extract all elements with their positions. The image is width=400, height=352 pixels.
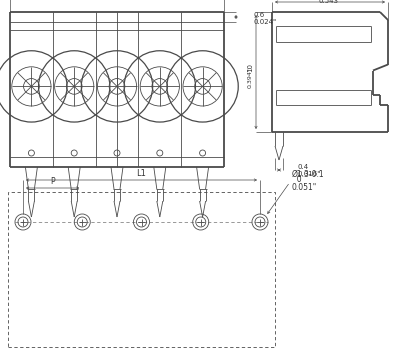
Text: 0.543": 0.543": [318, 0, 342, 4]
Text: 0.051": 0.051": [292, 182, 317, 191]
Text: 0.6: 0.6: [254, 12, 265, 18]
Polygon shape: [197, 167, 209, 189]
Text: 0.394": 0.394": [248, 68, 253, 88]
Text: L1: L1: [136, 170, 146, 178]
Text: 0.016": 0.016": [297, 171, 320, 177]
Polygon shape: [26, 167, 38, 189]
Polygon shape: [111, 167, 123, 189]
Bar: [8, 192, 275, 347]
Text: Ø1.3-0.1: Ø1.3-0.1: [292, 170, 325, 178]
Text: 0.024": 0.024": [254, 19, 277, 25]
Polygon shape: [68, 167, 80, 189]
Polygon shape: [154, 167, 166, 189]
Text: 10: 10: [247, 63, 253, 73]
Text: 0.4: 0.4: [297, 164, 308, 170]
Text: P: P: [50, 177, 55, 187]
Text: 0: 0: [292, 176, 302, 184]
